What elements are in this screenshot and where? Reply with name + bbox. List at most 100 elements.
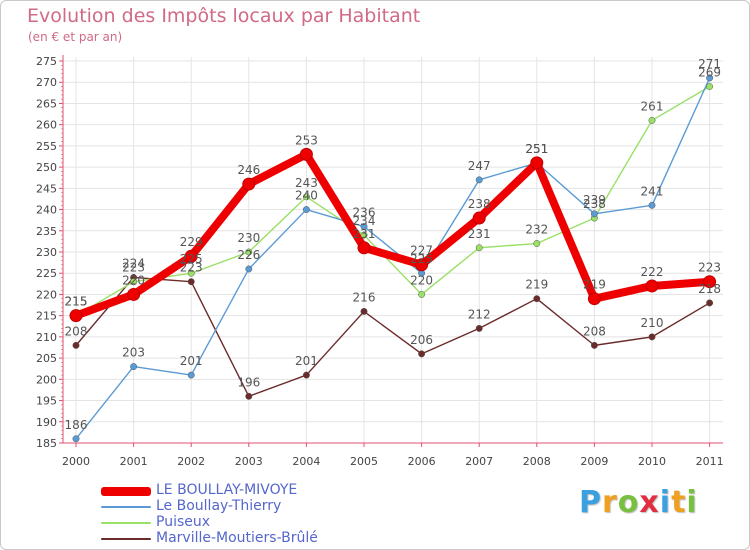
logo-letter: t (671, 485, 687, 520)
series-line-0 (72, 150, 714, 320)
data-label-0: 215 (65, 295, 88, 309)
x-tick-label: 2004 (292, 455, 320, 468)
x-tick-label: 2002 (177, 455, 205, 468)
data-label-0: 238 (468, 197, 491, 211)
y-tick-label: 250 (36, 161, 57, 174)
data-label-2: 231 (468, 227, 491, 241)
series-point-0 (530, 156, 544, 170)
series-point-0 (357, 241, 371, 255)
data-label-0: 246 (237, 163, 260, 177)
series-point-3 (360, 307, 368, 315)
series-point-3 (706, 299, 714, 307)
series-point-2 (648, 116, 656, 124)
series-point-3 (648, 333, 656, 341)
y-tick-label: 200 (36, 373, 57, 386)
series-point-3 (590, 341, 598, 349)
logo-letter: r (602, 485, 618, 520)
y-tick-label: 235 (36, 225, 57, 238)
y-tick-label: 230 (36, 246, 57, 259)
y-tick-label: 245 (36, 182, 57, 195)
series-point-0 (415, 258, 429, 272)
grid (63, 57, 723, 444)
series-point-0 (472, 211, 486, 225)
logo-letter: o (617, 485, 640, 520)
data-label-0: 220 (122, 273, 145, 287)
data-label-0: 251 (525, 142, 548, 156)
data-label-1: 247 (468, 159, 491, 173)
data-label-3: 196 (237, 375, 260, 389)
data-label-1: 201 (180, 354, 203, 368)
series-point-1 (302, 206, 310, 214)
legend-label: LE BOULLAY-MIVOYE (156, 482, 298, 498)
data-label-2: 220 (410, 273, 433, 287)
data-label-0: 231 (353, 227, 376, 241)
series-point-3 (533, 295, 541, 303)
data-label-2: 269 (698, 65, 721, 79)
data-label-2: 234 (353, 214, 376, 228)
series-point-3 (245, 392, 253, 400)
data-label-3: 210 (641, 316, 664, 330)
legend-swatch (101, 506, 151, 508)
data-label-0: 222 (641, 265, 664, 279)
series-point-2 (418, 290, 426, 298)
data-label-1: 251 (525, 142, 548, 156)
x-tick-label: 2006 (408, 455, 436, 468)
series-point-3 (187, 278, 195, 286)
proxiti-logo: Proxiti (579, 485, 698, 520)
series-point-0 (703, 275, 717, 289)
data-label-2: 225 (180, 252, 203, 266)
series-point-3 (72, 341, 80, 349)
series-point-2 (130, 278, 138, 286)
series-point-1 (187, 371, 195, 379)
series-point-1 (72, 435, 80, 443)
data-label-1: 226 (237, 248, 260, 262)
logo-letter: i (686, 485, 698, 520)
y-tick-label: 185 (36, 437, 57, 450)
legend-label: Marville-Moutiers-Brûlé (156, 530, 318, 546)
data-label-1: 241 (641, 184, 664, 198)
x-tick-label: 2008 (523, 455, 551, 468)
x-tick-label: 2010 (638, 455, 666, 468)
x-tick-label: 2007 (465, 455, 493, 468)
x-axis-ticks: 2000 2001 2002 2003 2004 2005 2006 2007 2008 2009… (62, 443, 724, 468)
data-label-2: 238 (583, 197, 606, 211)
series-line-1 (75, 77, 711, 440)
x-tick-label: 2009 (580, 455, 608, 468)
data-label-0: 253 (295, 133, 318, 147)
series-point-0 (299, 147, 313, 161)
y-tick-label: 265 (36, 97, 57, 110)
data-label-2: 230 (237, 231, 260, 245)
legend-swatch (101, 486, 151, 496)
series-point-0 (69, 309, 83, 323)
data-label-0: 223 (698, 261, 721, 275)
series-point-1 (360, 223, 368, 230)
series-point-0 (587, 292, 601, 306)
data-label-3: 219 (525, 278, 548, 292)
chart-title: Evolution des Impôts locaux par Habitant (27, 5, 421, 27)
data-label-3: 206 (410, 333, 433, 347)
y-tick-label: 260 (36, 119, 57, 132)
data-label-1: 186 (65, 418, 88, 432)
series-point-1 (245, 265, 253, 273)
chart-subtitle: (en € et par an) (28, 30, 123, 44)
data-label-0: 227 (410, 244, 433, 258)
series-point-0 (127, 287, 141, 301)
data-label-0: 219 (583, 278, 606, 292)
y-tick-label: 210 (36, 331, 57, 344)
axes (62, 55, 723, 444)
y-tick-label: 190 (36, 416, 57, 429)
y-tick-label: 215 (36, 310, 57, 323)
data-label-1: 271 (698, 57, 721, 71)
data-label-3: 224 (122, 256, 145, 270)
series-point-2 (360, 231, 368, 239)
y-tick-label: 270 (36, 76, 57, 89)
series-point-1 (475, 176, 483, 184)
data-label-1: 236 (353, 206, 376, 220)
series-line-3 (75, 276, 711, 398)
series-point-1 (706, 74, 714, 82)
data-label-2: 215 (65, 295, 88, 309)
data-label-3: 223 (180, 261, 203, 275)
series-point-0 (184, 249, 198, 263)
